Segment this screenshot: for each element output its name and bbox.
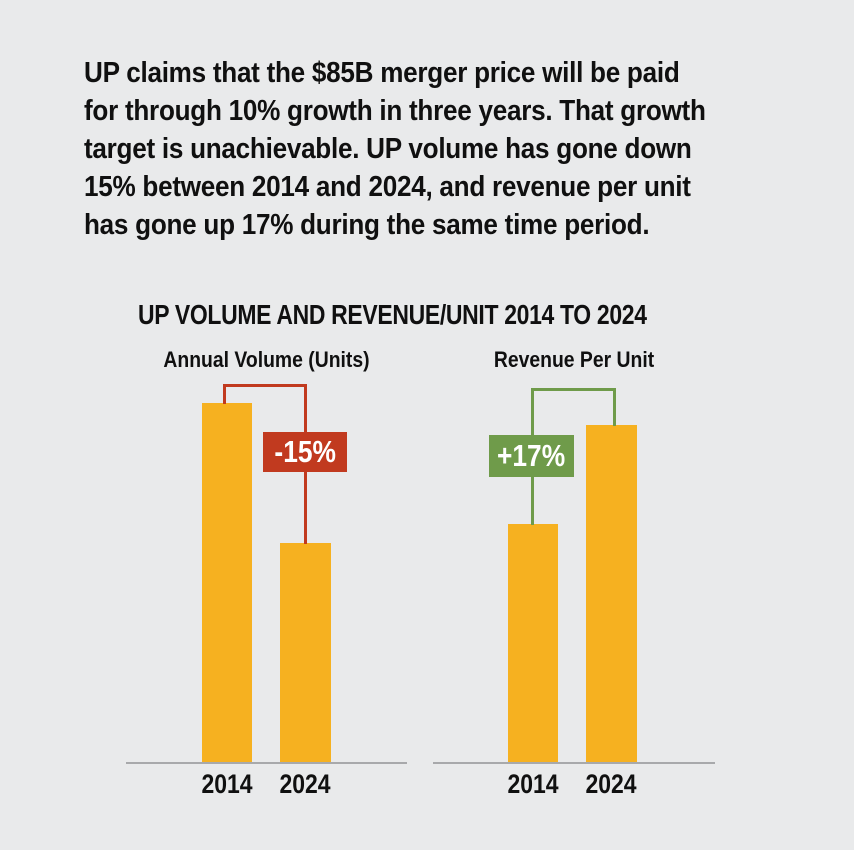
tick-revenue-2014: 2014: [507, 769, 559, 799]
intro-line: for through 10% growth in three years. T…: [84, 95, 706, 127]
panel-subtitle-revenue: Revenue Per Unit: [493, 347, 655, 372]
axis-baseline-volume: [126, 762, 407, 764]
bar-volume-2024: [280, 543, 331, 762]
decrease-bracket-horizontal: [223, 384, 307, 387]
tick-volume-2024: 2024: [279, 769, 331, 799]
intro-line: has gone up 17% during the same time per…: [84, 209, 650, 241]
intro-paragraph: UP claims that the $85B merger price wil…: [84, 54, 775, 244]
tick-revenue-2024: 2024: [585, 769, 637, 799]
increase-bracket-horizontal: [531, 388, 616, 391]
decrease-badge-label: -15%: [274, 434, 336, 469]
increase-bracket-vertical-right: [613, 388, 616, 426]
intro-line: UP claims that the $85B merger price wil…: [84, 57, 680, 89]
bar-volume-2014: [202, 403, 252, 762]
intro-line: target is unachievable. UP volume has go…: [84, 133, 692, 165]
intro-line: 15% between 2014 and 2024, and revenue p…: [84, 171, 691, 203]
tick-volume-2014: 2014: [201, 769, 253, 799]
bar-revenue-2024: [586, 425, 637, 762]
increase-badge-label: +17%: [497, 438, 566, 473]
panel-subtitle-volume: Annual Volume (Units): [163, 347, 370, 372]
decrease-bracket-stub: [223, 384, 226, 404]
chart-title: UP VOLUME AND REVENUE/UNIT 2014 TO 2024: [138, 299, 647, 330]
bar-revenue-2014: [508, 524, 558, 762]
increase-badge: +17%: [489, 435, 574, 477]
decrease-badge: -15%: [263, 432, 347, 472]
axis-baseline-revenue: [433, 762, 715, 764]
